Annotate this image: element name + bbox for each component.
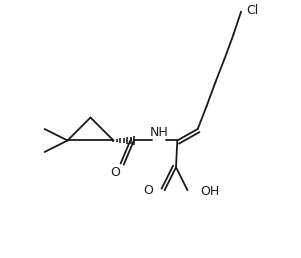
Text: O: O — [143, 184, 153, 197]
Text: NH: NH — [150, 126, 169, 139]
Text: O: O — [110, 166, 120, 179]
Text: Cl: Cl — [246, 4, 259, 17]
Text: OH: OH — [200, 185, 219, 198]
